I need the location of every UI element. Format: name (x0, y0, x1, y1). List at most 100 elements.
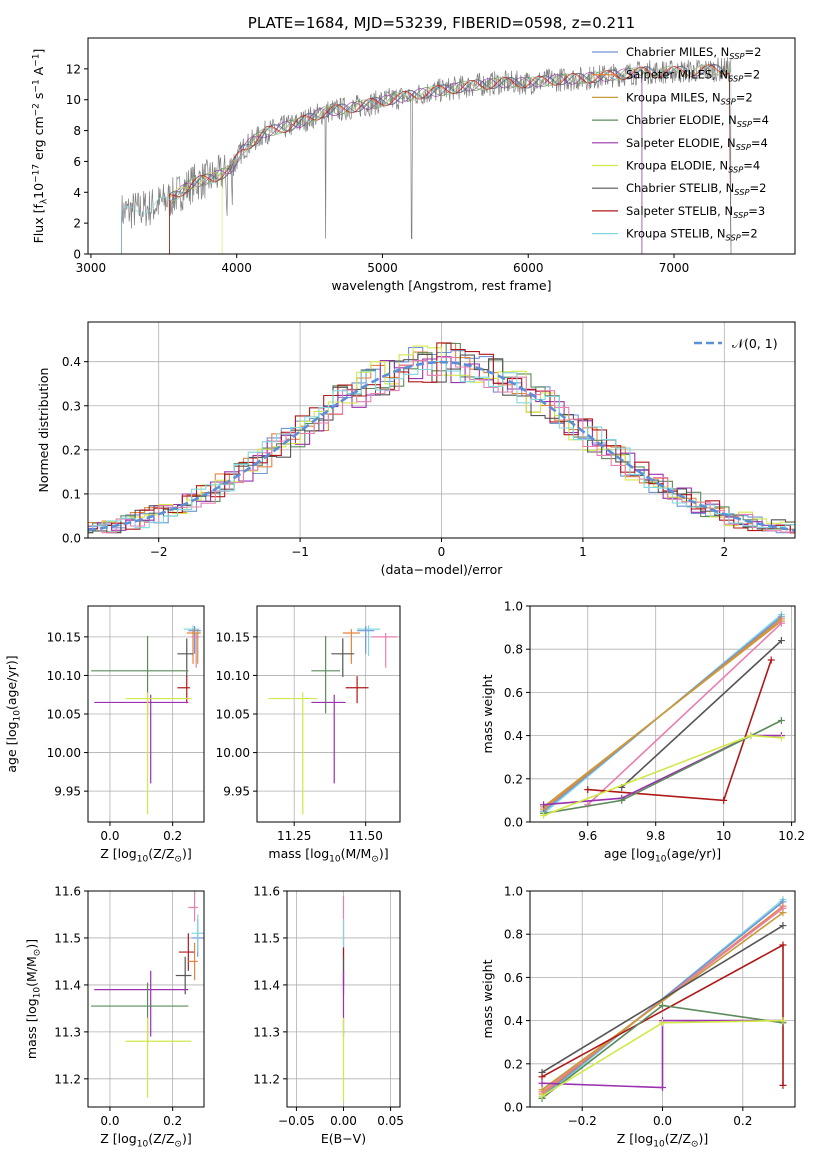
y-tick-label: 0.3 (62, 399, 81, 413)
residual-histogram (88, 356, 795, 534)
legend-label: Salpeter STELIB, NSSP=3 (626, 204, 765, 220)
x-axis-label: Z [log10(Z/Z⊙)] (100, 846, 191, 865)
data-point-marker (777, 637, 785, 645)
y-tick-label: 10.05 (216, 708, 250, 722)
y-axis-label: mass [log10(M/M⊙)] (24, 939, 43, 1059)
legend-label: Chabrier ELODIE, NSSP=4 (626, 113, 769, 129)
y-tick-label: 0.1 (62, 487, 81, 501)
y-tick-label: 0.0 (504, 1101, 523, 1115)
y-tick-label: 11.4 (54, 978, 81, 992)
chart-0: 3000 4000 5000 6000 7000 0 2 4 6 8 10 12 wavelength … (31, 14, 796, 293)
y-tick-label: 1.0 (504, 885, 523, 899)
y-tick-label: 1.0 (504, 600, 523, 614)
data-point-marker (720, 796, 728, 804)
x-tick-label: 1 (579, 545, 587, 559)
x-tick-label: 2 (720, 545, 728, 559)
y-tick-label: 12 (66, 62, 81, 76)
data-point-marker (584, 786, 592, 794)
mass-weight-line (543, 620, 782, 808)
x-tick-label: 0.05 (377, 1114, 404, 1128)
x-tick-label: 0.2 (733, 1114, 752, 1128)
y-tick-label: 11.2 (54, 1072, 81, 1086)
residual-histogram (88, 342, 795, 534)
y-tick-label: 8 (73, 124, 81, 138)
chart-5: 0.0 0.2 11.2 11.3 11.4 11.5 11.6 Z [log10(Z/Z⊙)… (24, 885, 205, 1150)
y-tick-label: 11.6 (253, 885, 280, 899)
model-fit-line (169, 67, 643, 254)
data-point-marker (538, 1092, 546, 1100)
data-point-marker (540, 801, 548, 809)
y-axis-label: Flux [fλ10−17 erg cm−2 s−1 A−1] (31, 49, 50, 244)
y-tick-label: 4 (73, 186, 81, 200)
plot-area (88, 342, 795, 534)
data-point-marker (659, 1019, 666, 1027)
x-tick-label: 0.00 (330, 1114, 357, 1128)
data-point-marker (540, 812, 548, 820)
plot-area (91, 891, 204, 1098)
mass-weight-line (541, 1019, 783, 1089)
x-tick-label: 0.2 (163, 1114, 182, 1128)
plot-area (91, 625, 201, 815)
x-tick-label: 11.50 (349, 829, 383, 843)
y-tick-label: 10.15 (216, 630, 250, 644)
y-axis-label: mass weight (480, 674, 495, 753)
y-tick-label: 0.4 (504, 1014, 523, 1028)
y-tick-label: 11.4 (253, 978, 280, 992)
y-tick-label: 9.95 (223, 785, 250, 799)
y-tick-label: 11.5 (54, 931, 81, 945)
x-tick-label: 0.2 (163, 829, 182, 843)
y-tick-label: 0.8 (504, 643, 523, 657)
mass-weight-line (543, 734, 782, 817)
y-tick-label: 10.10 (216, 669, 250, 683)
axes-frame (87, 890, 205, 1108)
x-tick-label: −1 (291, 545, 309, 559)
y-tick-label: 10.05 (47, 708, 81, 722)
gaussian-curve (88, 360, 795, 532)
chart-2: 0.0 0.2 9.95 10.00 10.05 10.10 10.15 Z [log10(Z… (4, 605, 205, 865)
data-point-marker (538, 1079, 546, 1087)
y-tick-label: 0.2 (504, 772, 523, 786)
data-point-marker (767, 656, 775, 664)
y-tick-label: 11.6 (54, 885, 81, 899)
x-tick-label: 0.0 (100, 829, 119, 843)
y-tick-label: 10.00 (47, 746, 81, 760)
y-tick-label: 0.6 (504, 686, 523, 700)
chart-4: 9.6 9.8 10 10.2 0.0 0.2 0.4 0.6 0.8 1.0 age [log10… (480, 600, 805, 865)
x-tick-label: 5000 (367, 261, 398, 275)
x-tick-label: 11.25 (277, 829, 311, 843)
y-tick-label: 0.2 (62, 443, 81, 457)
mass-weight-line (541, 924, 784, 1074)
model-fit-line (169, 171, 223, 254)
x-axis-label: E(B−V) (321, 1131, 366, 1146)
x-axis-label: (data−model)/error (381, 562, 504, 577)
data-point-marker (777, 619, 785, 627)
data-point-marker (779, 922, 787, 930)
y-tick-label: 11.5 (253, 931, 280, 945)
x-tick-label: 0.0 (653, 1114, 672, 1128)
y-tick-label: 11.2 (253, 1072, 280, 1086)
x-tick-label: −0.05 (278, 1114, 315, 1128)
legend-label: Kroupa STELIB, NSSP=2 (626, 227, 758, 243)
x-tick-label: 7000 (659, 261, 690, 275)
model-fit-line (169, 64, 732, 254)
y-tick-label: 0.8 (504, 928, 523, 942)
chart-6: −0.05 0.00 0.05 11.2 11.3 11.4 11.5 11.6 E(B−V) (253, 885, 404, 1147)
data-point-marker (777, 734, 785, 742)
x-tick-label: −2 (150, 545, 168, 559)
plot-area (121, 57, 732, 254)
data-point-marker (779, 909, 787, 917)
x-axis-label: wavelength [Angstrom, rest frame] (331, 278, 551, 293)
y-tick-label: 9.95 (54, 785, 81, 799)
y-tick-label: 0.2 (504, 1057, 523, 1071)
mass-weight-line (543, 734, 782, 806)
x-tick-label: 10 (716, 829, 731, 843)
x-tick-label: 10.2 (778, 829, 805, 843)
x-axis-label: mass [log10(M/M⊙)] (268, 846, 388, 865)
legend-label: Kroupa ELODIE, NSSP=4 (626, 159, 760, 175)
x-axis-label: Z [log10(Z/Z⊙)] (100, 1131, 191, 1150)
data-point-marker (779, 1081, 787, 1089)
plot-area (538, 896, 787, 1102)
x-tick-label: 0 (438, 545, 446, 559)
y-tick-label: 10 (66, 93, 81, 107)
